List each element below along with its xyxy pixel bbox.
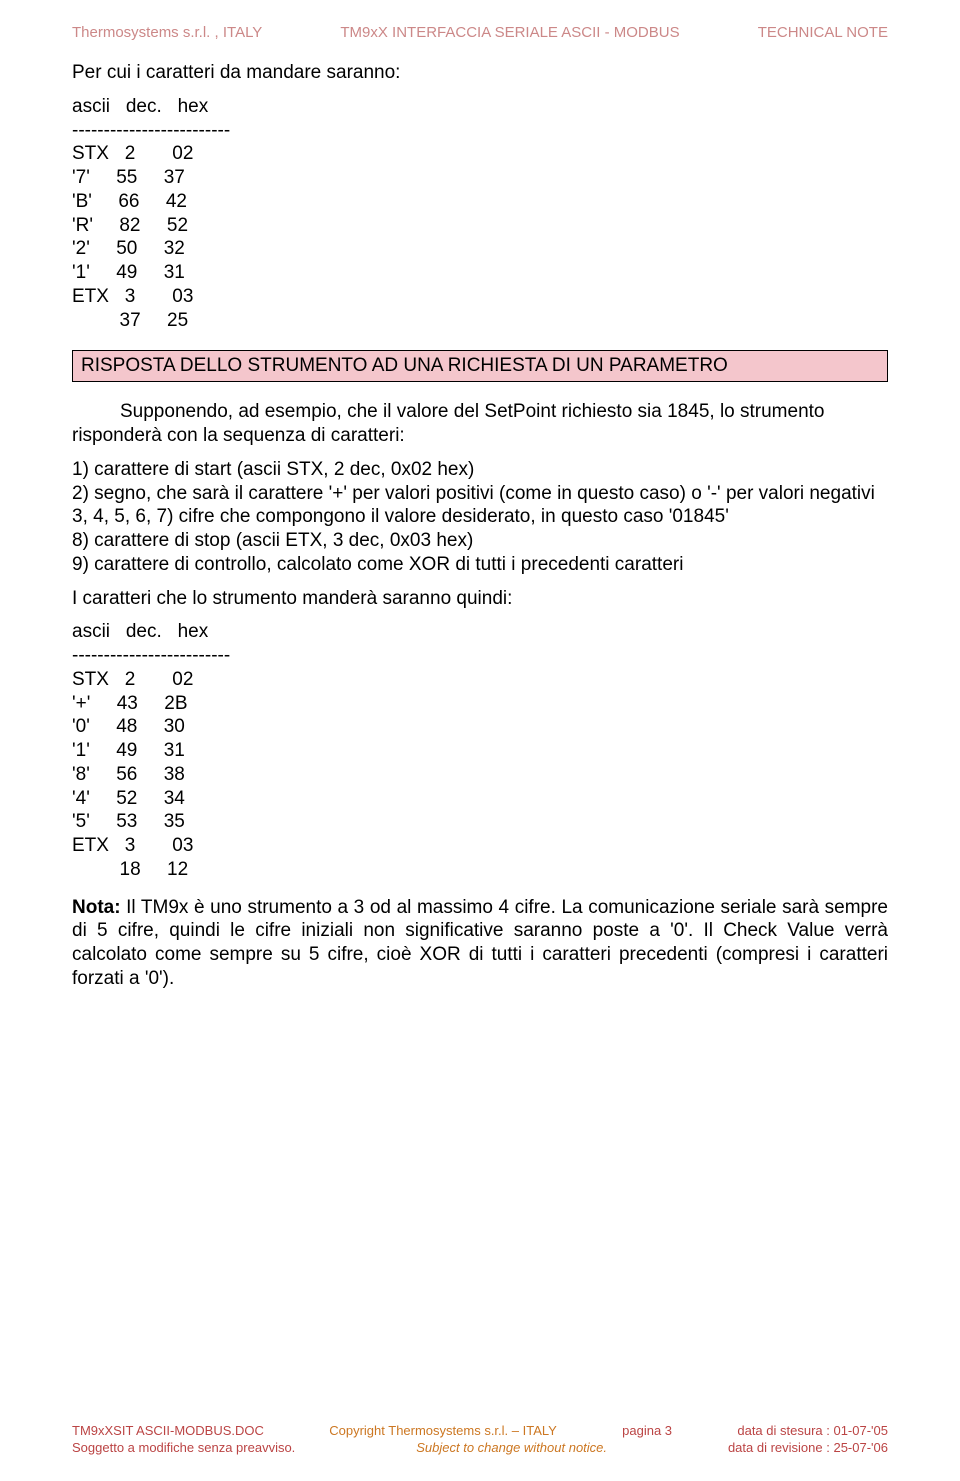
footer-date-stesura: data di stesura : 01-07-'05 [737,1423,888,1440]
footer-disclaimer-it: Soggetto a modifiche senza preavviso. [72,1440,295,1457]
note-paragraph: Nota: Il TM9x è uno strumento a 3 od al … [72,896,888,991]
paragraph-1: Supponendo, ad esempio, che il valore de… [72,400,888,448]
note-label: Nota: [72,897,121,918]
table2-row: 18 12 [72,859,188,880]
header-right: TECHNICAL NOTE [758,24,888,41]
page-header: Thermosystems s.r.l. , ITALY TM9xX INTER… [72,24,888,41]
numbered-list: 1) carattere di start (ascii STX, 2 dec,… [72,458,888,577]
table2-row: '4' 52 34 [72,788,185,809]
list-item: 9) carattere di controllo, calcolato com… [72,553,888,577]
table1-row: '2' 50 32 [72,238,185,259]
footer-disclaimer-en: Subject to change without notice. [416,1440,607,1457]
table1-row: '1' 49 31 [72,262,185,283]
table1-row: '7' 55 37 [72,167,185,188]
footer-doc-name: TM9xXSIT ASCII-MODBUS.DOC [72,1423,264,1440]
footer-date-revisione: data di revisione : 25-07-'06 [728,1440,888,1457]
list-item: 1) carattere di start (ascii STX, 2 dec,… [72,458,888,482]
table1-row: 37 25 [72,310,188,331]
section-heading: RISPOSTA DELLO STRUMENTO AD UNA RICHIEST… [81,355,728,376]
char-table-1: ascii dec. hex -------------------------… [72,95,888,333]
table1-header: ascii dec. hex [72,96,208,117]
note-body: Il TM9x è uno strumento a 3 od al massim… [72,897,888,989]
table2-row: STX 2 02 [72,669,193,690]
section-heading-box: RISPOSTA DELLO STRUMENTO AD UNA RICHIEST… [72,350,888,382]
header-left: Thermosystems s.r.l. , ITALY [72,24,262,41]
table2-row: '0' 48 30 [72,716,185,737]
paragraph-2: I caratteri che lo strumento manderà sar… [72,587,888,611]
intro-line: Per cui i caratteri da mandare saranno: [72,61,888,85]
table2-header: ascii dec. hex [72,621,208,642]
table1-row: STX 2 02 [72,143,193,164]
table2-row: '+' 43 2B [72,693,188,714]
footer-copyright: Copyright Thermosystems s.r.l. – ITALY [329,1423,557,1440]
table1-row: ETX 3 03 [72,286,193,307]
table2-row: '8' 56 38 [72,764,185,785]
page-footer: TM9xXSIT ASCII-MODBUS.DOC Copyright Ther… [72,1423,888,1457]
table1-row: 'R' 82 52 [72,215,188,236]
table2-row: ETX 3 03 [72,835,193,856]
list-item: 3, 4, 5, 6, 7) cifre che compongono il v… [72,505,888,529]
header-center: TM9xX INTERFACCIA SERIALE ASCII - MODBUS [340,24,679,41]
list-item: 8) carattere di stop (ascii ETX, 3 dec, … [72,529,888,553]
list-item: 2) segno, che sarà il carattere '+' per … [72,482,888,506]
table2-divider: ------------------------- [72,645,230,666]
footer-page-number: pagina 3 [622,1423,672,1440]
table1-row: 'B' 66 42 [72,191,187,212]
table2-row: '5' 53 35 [72,811,185,832]
char-table-2: ascii dec. hex -------------------------… [72,620,888,881]
table1-divider: ------------------------- [72,120,230,141]
table2-row: '1' 49 31 [72,740,185,761]
